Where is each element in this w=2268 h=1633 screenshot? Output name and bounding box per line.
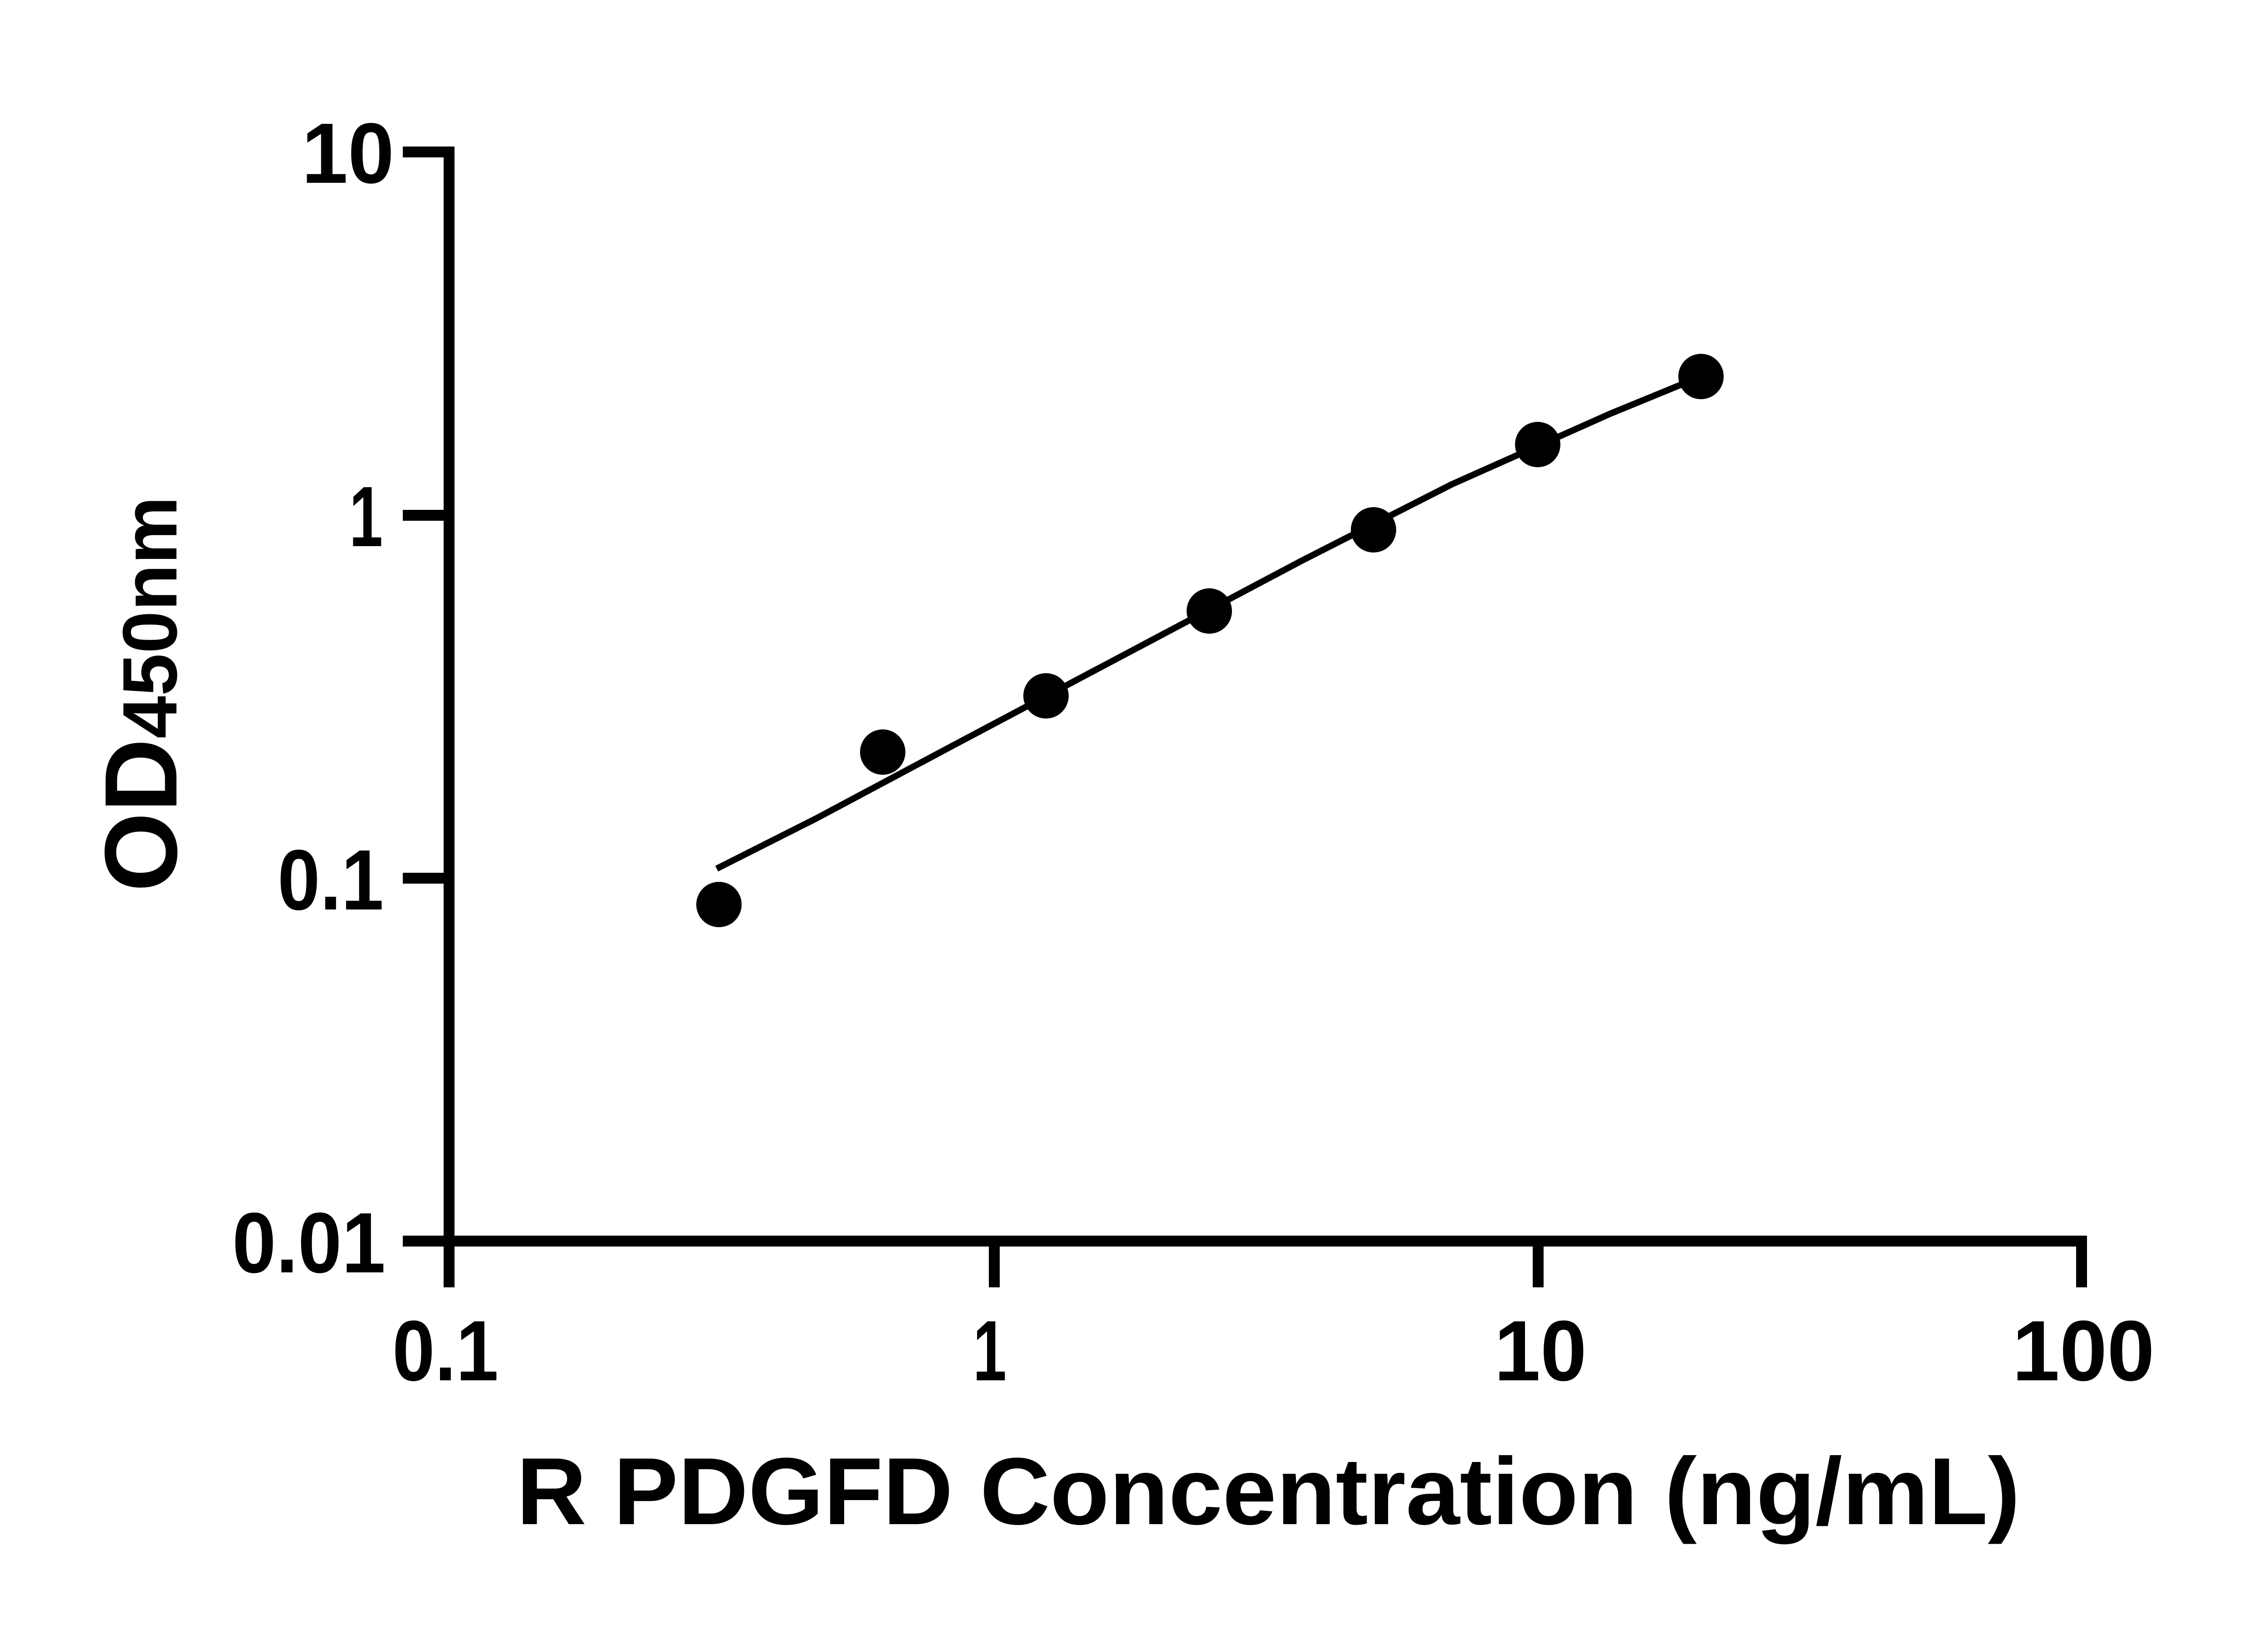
svg-text:0.1: 0.1 [278,832,384,928]
svg-text:10: 10 [302,106,394,201]
svg-text:10: 10 [1494,1303,1587,1399]
svg-text:1: 1 [349,469,383,565]
svg-text:R PDGFD Concentration (ng/mL): R PDGFD Concentration (ng/mL) [517,1438,2020,1545]
svg-text:1: 1 [973,1303,1007,1399]
svg-text:100: 100 [2012,1303,2155,1399]
svg-text:0.1: 0.1 [392,1303,499,1399]
svg-text:OD450nm: OD450nm [84,496,199,892]
svg-text:0.01: 0.01 [232,1195,386,1291]
